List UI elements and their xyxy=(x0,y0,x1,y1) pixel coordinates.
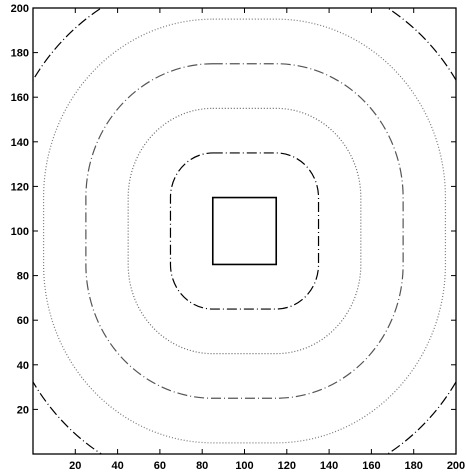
x-tick-label: 200 xyxy=(447,460,465,472)
x-tick-label: 60 xyxy=(154,460,166,472)
y-tick-label: 80 xyxy=(17,271,29,283)
y-tick-label: 180 xyxy=(11,48,29,60)
x-tick-label: 120 xyxy=(278,460,296,472)
x-tick-label: 80 xyxy=(196,460,208,472)
y-tick-label: 200 xyxy=(11,3,29,15)
x-tick-label: 160 xyxy=(362,460,380,472)
y-tick-label: 160 xyxy=(11,92,29,104)
x-tick-label: 100 xyxy=(235,460,253,472)
x-tick-label: 180 xyxy=(405,460,423,472)
y-tick-label: 120 xyxy=(11,181,29,193)
y-tick-label: 140 xyxy=(11,137,29,149)
x-tick-label: 20 xyxy=(69,460,81,472)
y-tick-label: 20 xyxy=(17,404,29,416)
y-tick-label: 40 xyxy=(17,360,29,372)
x-tick-label: 40 xyxy=(111,460,123,472)
y-tick-label: 60 xyxy=(17,315,29,327)
y-tick-label: 100 xyxy=(11,226,29,238)
plot-background xyxy=(33,8,456,454)
x-tick-label: 140 xyxy=(320,460,338,472)
